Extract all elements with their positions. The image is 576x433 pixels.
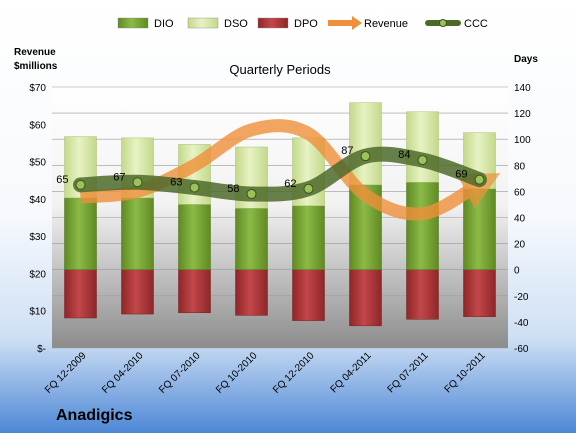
bar-dio bbox=[121, 197, 154, 270]
bar-dio bbox=[64, 197, 97, 270]
right-tick-label: 20 bbox=[514, 240, 526, 251]
right-tick-label: 0 bbox=[514, 266, 520, 277]
bar-dso bbox=[349, 102, 382, 186]
lines: 65 67 63 58 62 87 84 69 bbox=[56, 119, 501, 221]
left-axis-title-line2: $millions bbox=[14, 61, 58, 72]
bar-dpo bbox=[406, 269, 439, 320]
ccc-data-label: 87 bbox=[341, 145, 353, 157]
bar-dio bbox=[178, 204, 211, 270]
bar-dpo bbox=[463, 269, 496, 317]
ccc-point bbox=[360, 151, 371, 162]
left-tick-label: $20 bbox=[29, 269, 46, 280]
right-tick-label: -60 bbox=[514, 344, 529, 355]
bar-dso bbox=[406, 111, 439, 183]
ccc-point bbox=[75, 179, 86, 190]
left-tick-label: $30 bbox=[29, 232, 46, 243]
right-tick-label: 40 bbox=[514, 214, 526, 225]
legend: DIO DSO DPO Revenue CCC bbox=[117, 16, 488, 30]
ccc-point bbox=[417, 155, 428, 166]
bar-dio bbox=[235, 208, 268, 270]
left-axis-title-line1: Revenue bbox=[14, 47, 56, 58]
bar-dio bbox=[292, 205, 325, 270]
right-axis-title: Days bbox=[514, 54, 538, 65]
bar-dpo bbox=[121, 269, 154, 315]
left-tick-label: $70 bbox=[29, 83, 46, 94]
legend-label: DIO bbox=[154, 18, 174, 30]
bar-dpo bbox=[349, 269, 382, 327]
company-name: Anadigics bbox=[56, 407, 133, 424]
ccc-data-label: 65 bbox=[56, 174, 68, 186]
right-tick-label: 60 bbox=[514, 187, 526, 198]
left-tick-label: $- bbox=[37, 344, 46, 355]
ccc-data-label: 63 bbox=[170, 176, 182, 188]
legend-label: DSO bbox=[224, 18, 248, 30]
right-tick-label: -20 bbox=[514, 292, 529, 303]
right-tick-label: -40 bbox=[514, 318, 529, 329]
ccc-point bbox=[474, 174, 485, 185]
left-tick-label: $50 bbox=[29, 158, 46, 169]
bar-dpo bbox=[178, 269, 211, 314]
legend-swatch-dio bbox=[117, 17, 149, 29]
bar-dpo bbox=[235, 269, 268, 316]
right-tick-label: 100 bbox=[514, 135, 531, 146]
right-tick-label: 140 bbox=[514, 83, 531, 94]
legend-swatch-revenue-arrow bbox=[352, 16, 362, 30]
ccc-point bbox=[132, 177, 143, 188]
ccc-data-label: 62 bbox=[284, 178, 296, 190]
right-tick-label: 120 bbox=[514, 109, 531, 120]
ccc-data-label: 67 bbox=[113, 171, 125, 183]
left-tick-label: $60 bbox=[29, 120, 46, 131]
ccc-point bbox=[246, 189, 257, 200]
legend-swatch-dso bbox=[187, 17, 219, 29]
left-tick-label: $40 bbox=[29, 195, 46, 206]
legend-swatch-ccc-marker bbox=[439, 19, 447, 27]
bar-dpo bbox=[64, 269, 97, 319]
chart-title: Quarterly Periods bbox=[229, 62, 331, 77]
right-tick-label: 80 bbox=[514, 161, 526, 172]
ccc-data-label: 84 bbox=[398, 149, 410, 161]
bar-dio bbox=[463, 188, 496, 270]
ccc-data-label: 58 bbox=[227, 183, 239, 195]
legend-label: Revenue bbox=[364, 18, 408, 30]
line-ccc bbox=[73, 146, 487, 202]
left-tick-label: $10 bbox=[29, 307, 46, 318]
ccc-data-label: 69 bbox=[455, 169, 467, 181]
legend-label: CCC bbox=[464, 18, 488, 30]
ccc-point bbox=[189, 182, 200, 193]
ccc-point bbox=[303, 183, 314, 194]
legend-swatch-dpo bbox=[257, 17, 289, 29]
legend-label: DPO bbox=[294, 18, 318, 30]
bar-dpo bbox=[292, 269, 325, 321]
bar-dio bbox=[406, 182, 439, 270]
